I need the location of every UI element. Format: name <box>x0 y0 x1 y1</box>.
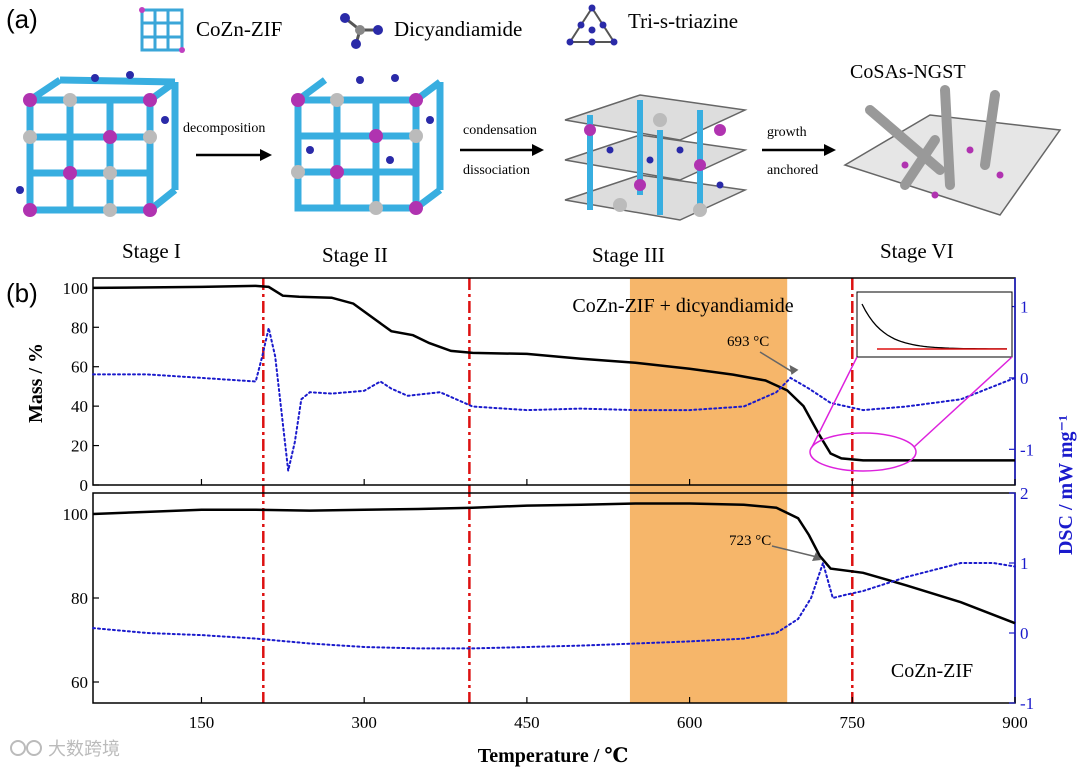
chart2-ytick-label-2: 100 <box>63 505 89 524</box>
chart1-annotation-arrow <box>759 351 793 373</box>
chart2-y2tick-label-3: 2 <box>1020 484 1029 503</box>
panel-b-label: (b) <box>6 278 38 308</box>
chart1-title: CoZn-ZIF + dicyandiamide <box>572 295 793 317</box>
y2-axis-label: DSC / mW mg⁻¹ <box>1055 415 1077 555</box>
panel-a-label: (a) <box>6 4 38 34</box>
legend-triazine: Tri-s-triazine <box>566 4 738 46</box>
chart-top: 0 20 40 60 80 100 -1 0 1 CoZn-ZIF + dicyandiamide… <box>63 277 1034 495</box>
chart2-annotation: 723 °C <box>729 533 771 549</box>
x-tick-label-0: 150 <box>189 713 215 732</box>
chart2-series-dsc <box>92 559 1016 650</box>
legend-zif-label: CoZn-ZIF <box>196 17 282 41</box>
chart2-frame <box>92 492 1016 704</box>
x-tick-label-2: 450 <box>514 713 540 732</box>
chart1-ytick-label-1: 20 <box>71 437 88 456</box>
chart1-annotation: 693 °C <box>727 334 769 350</box>
stage-4-illustration <box>843 85 1062 216</box>
legend-dicyandiamide-label: Dicyandiamide <box>394 17 522 41</box>
product-label: CoSAs-NGST <box>850 61 966 83</box>
chart1-series-dsc <box>92 327 1016 471</box>
chart1-y2tick-label-1: 0 <box>1020 369 1029 388</box>
chart2-series-mass <box>92 502 1016 625</box>
y-axis-label: Mass / % <box>25 343 47 423</box>
watermark: 大数跨境 <box>10 739 120 759</box>
stage-3-illustration <box>564 94 748 221</box>
molecule-icon <box>340 13 383 49</box>
chart2-annotation-arrowhead <box>812 552 822 561</box>
chart1-ytick-label-2: 40 <box>71 397 88 416</box>
chart1-series-mass <box>92 284 1015 462</box>
arrow-3-top-label: growth <box>767 125 807 140</box>
chart1-y2tick-label-2: 1 <box>1020 298 1029 317</box>
legend-dicyandiamide: Dicyandiamide <box>340 13 522 49</box>
inset-frame <box>856 291 1013 358</box>
stage-1-illustration <box>16 71 179 217</box>
chart2-ytick-label-0: 60 <box>71 673 88 692</box>
zoom-line-right <box>913 356 1013 448</box>
chart1-ytick-label-3: 60 <box>71 358 88 377</box>
chart1-y2tick-label-0: -1 <box>1020 440 1034 459</box>
stage-2-label: Stage II <box>322 243 388 267</box>
arrow-2-top-label: condensation <box>463 123 537 138</box>
x-axis-label: Temperature / ℃ <box>478 745 629 767</box>
legend-triazine-label: Tri-s-triazine <box>628 9 738 33</box>
arrow-1: decomposition <box>183 121 272 161</box>
chart2-y2tick-label-1: 0 <box>1020 624 1029 643</box>
x-tick-label-4: 750 <box>840 713 866 732</box>
chart1-ytick-label-4: 80 <box>71 318 88 337</box>
chart2-title: CoZn-ZIF <box>891 660 973 682</box>
stage-1-label: Stage I <box>122 239 181 263</box>
zoom-ellipse <box>809 432 917 472</box>
highlight-band <box>629 278 788 703</box>
chart2-y2tick-label-2: 1 <box>1020 554 1029 573</box>
arrow-2-bottom-label: dissociation <box>463 163 530 178</box>
stage-3-label: Stage III <box>592 243 665 267</box>
watermark-text: 大数跨境 <box>48 739 120 759</box>
x-tick-label-3: 600 <box>677 713 703 732</box>
stage-2-illustration <box>291 74 444 215</box>
x-tick-label-1: 300 <box>351 713 377 732</box>
chart2-ytick-label-1: 80 <box>71 589 88 608</box>
legend-zif: CoZn-ZIF <box>139 7 282 53</box>
chart-bottom: 150 300 450 600 750 900 60 80 100 -1 0 1 2 CoZn-ZIF 72… <box>63 484 1035 732</box>
chart1-ytick-label-0: 0 <box>80 476 89 495</box>
chart2-y2tick-label-0: -1 <box>1020 694 1034 713</box>
arrow-3: growth anchored <box>762 125 836 178</box>
arrow-1-top-label: decomposition <box>183 121 265 136</box>
cube-framework-icon <box>139 7 185 53</box>
chart1-ytick-label-5: 100 <box>63 279 89 298</box>
triazine-icon <box>566 4 618 46</box>
chart2-annotation-arrow <box>771 545 818 558</box>
arrow-3-bottom-label: anchored <box>767 163 818 178</box>
chart1-annotation-arrowhead <box>789 364 799 375</box>
arrow-2: condensation dissociation <box>460 123 544 178</box>
zoom-line-left <box>811 356 858 448</box>
stage-4-label: Stage VI <box>880 239 954 263</box>
x-tick-label-5: 900 <box>1002 713 1028 732</box>
